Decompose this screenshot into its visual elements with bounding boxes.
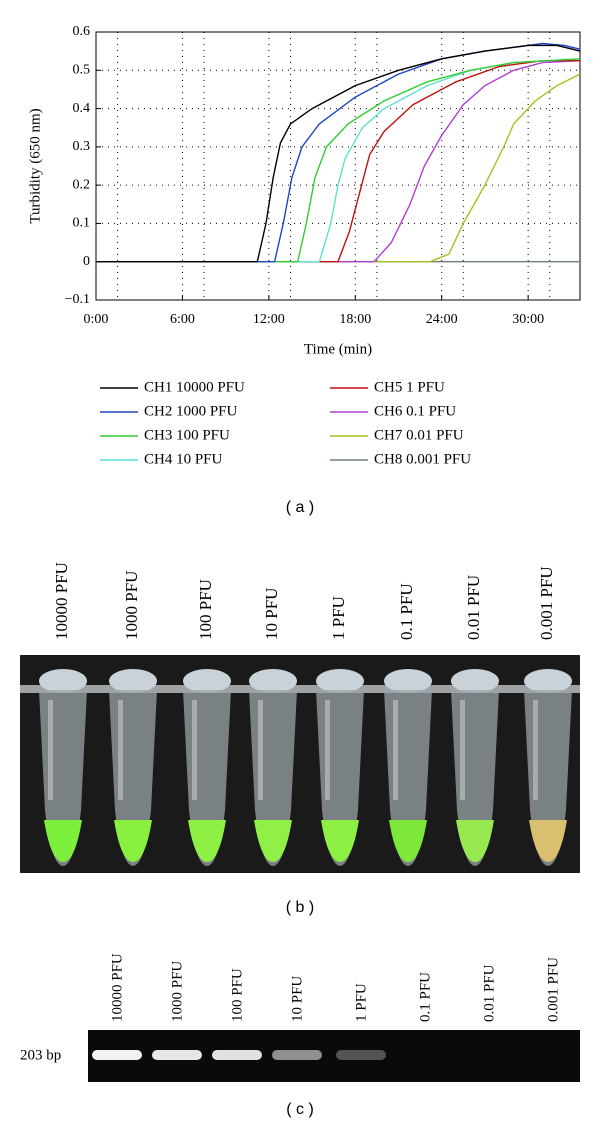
gel-band [152, 1050, 202, 1060]
tube-strip [20, 685, 580, 693]
gel-lane-label: 100 PFU [229, 968, 245, 1022]
y-tick-label: 0.1 [73, 216, 91, 231]
tube-fluid [456, 820, 494, 862]
gel-lane-label: 0.001 PFU [545, 957, 561, 1022]
gel-band [212, 1050, 262, 1060]
tube-cap [183, 669, 231, 693]
y-tick-label: −0.1 [65, 292, 90, 307]
tube-fluid [254, 820, 292, 862]
gel-band [92, 1050, 142, 1060]
gel-lane-label: 1000 PFU [169, 961, 185, 1022]
series-line [96, 58, 581, 263]
legend-label: CH4 10 PFU [144, 451, 223, 467]
gel-band [336, 1050, 386, 1060]
x-axis-label: Time (min) [304, 341, 372, 357]
tube-cap [109, 669, 157, 693]
gel-band [272, 1050, 322, 1060]
tube-fluid [188, 820, 226, 862]
panel-label: ( b ) [286, 899, 314, 916]
y-tick-label: 0.2 [73, 177, 91, 192]
gel-lane-label: 10 PFU [289, 976, 305, 1022]
y-tick-label: 0.3 [73, 139, 91, 154]
series-line [96, 73, 581, 263]
series-line [96, 44, 581, 263]
tube-highlight [533, 700, 538, 800]
tube-label: 0.001 PFU [537, 566, 556, 640]
gel-lane-label: 0.01 PFU [481, 964, 497, 1022]
tube-cap [384, 669, 432, 693]
tube-label: 10 PFU [262, 588, 281, 640]
gel-lane-label: 0.1 PFU [417, 972, 433, 1022]
x-tick-label: 30:00 [512, 312, 544, 327]
marker-label: 203 bp [20, 1047, 61, 1063]
legend-label: CH7 0.01 PFU [374, 427, 464, 443]
tube-fluid [389, 820, 427, 862]
series-line [96, 60, 581, 263]
tube-highlight [460, 700, 465, 800]
tube-fluid [44, 820, 82, 862]
gel-lane-label: 10000 PFU [109, 953, 125, 1022]
tube-cap [316, 669, 364, 693]
x-tick-label: 12:00 [253, 312, 285, 327]
panel-label: ( a ) [286, 499, 314, 516]
tube-highlight [118, 700, 123, 800]
tube-cap [524, 669, 572, 693]
tube-highlight [48, 700, 53, 800]
panel-label: ( c ) [286, 1101, 314, 1118]
tube-highlight [393, 700, 398, 800]
tube-cap [249, 669, 297, 693]
legend-label: CH8 0.001 PFU [374, 451, 471, 467]
tube-fluid [529, 820, 567, 862]
series-line [96, 58, 581, 263]
tube-label: 100 PFU [196, 579, 215, 640]
x-tick-label: 18:00 [339, 312, 371, 327]
plot-frame [95, 31, 581, 301]
y-tick-label: 0.5 [73, 63, 91, 78]
y-axis-label: Turbidity (650 nm) [27, 108, 43, 223]
x-tick-label: 6:00 [170, 312, 195, 327]
tube-fluid [114, 820, 152, 862]
x-tick-label: 24:00 [426, 312, 458, 327]
y-tick-label: 0.4 [73, 101, 91, 116]
y-tick-label: 0.6 [73, 24, 91, 39]
legend-label: CH1 10000 PFU [144, 379, 245, 395]
tube-label: 10000 PFU [52, 562, 71, 640]
series-line [96, 42, 581, 263]
legend-label: CH2 1000 PFU [144, 403, 238, 419]
tube-label: 0.1 PFU [397, 583, 416, 640]
gel-lane-label: 1 PFU [353, 983, 369, 1022]
tube-highlight [325, 700, 330, 800]
legend-label: CH6 0.1 PFU [374, 403, 456, 419]
tube-label: 1000 PFU [122, 571, 141, 640]
tube-highlight [258, 700, 263, 800]
series-line [96, 60, 580, 263]
legend-label: CH5 1 PFU [374, 379, 445, 395]
tube-cap [39, 669, 87, 693]
tubes: 10000 PFU 1000 PFU 100 PFU 10 PFU 1 PFU 0.1 P… [39, 562, 572, 866]
tube-fluid [321, 820, 359, 862]
gel-bands: 10000 PFU 1000 PFU 100 PFU 10 PFU 1 PFU 0.1 P… [92, 953, 561, 1060]
tube-label: 1 PFU [329, 596, 348, 640]
tube-cap [451, 669, 499, 693]
y-tick-label: 0 [83, 254, 90, 269]
tube-highlight [192, 700, 197, 800]
x-tick-label: 0:00 [84, 312, 109, 327]
legend-label: CH3 100 PFU [144, 427, 230, 443]
tube-label: 0.01 PFU [464, 575, 483, 640]
